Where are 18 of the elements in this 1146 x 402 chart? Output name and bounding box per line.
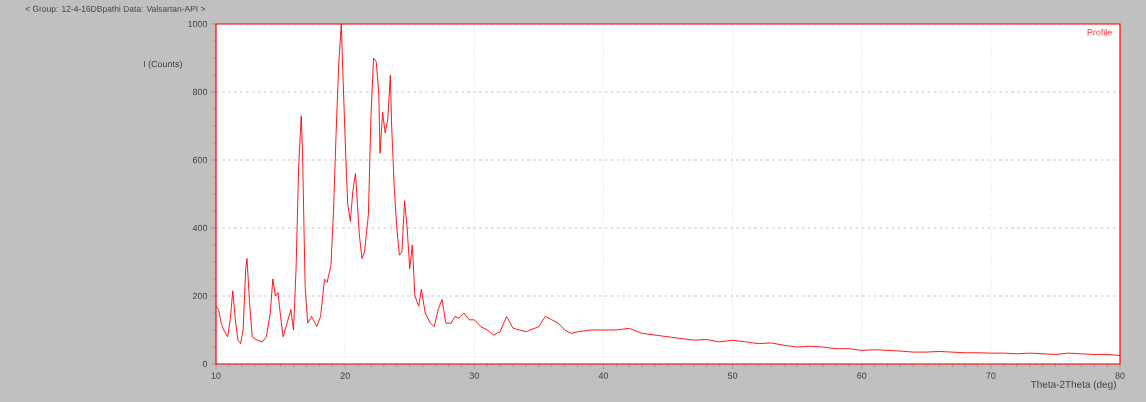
x-tick-label: 70: [986, 372, 996, 379]
y-tick-label: 400: [192, 224, 208, 232]
y-axis-title: I (Counts): [143, 60, 182, 69]
y-tick-label: 1000: [188, 20, 208, 28]
y-tick-label: 600: [192, 156, 208, 164]
y-tick-label: 200: [192, 292, 208, 300]
x-tick-label: 20: [340, 372, 350, 379]
x-tick-label: 50: [727, 372, 738, 379]
text: < Group: 12-4-16DBpathi Data: Valsartan-API >: [25, 5, 206, 14]
x-tick-label: 60: [857, 372, 867, 379]
x-axis-title: Theta-2Theta (deg): [1030, 380, 1116, 390]
x-tick-label: 80: [1115, 372, 1125, 379]
text: Profile: [1087, 28, 1112, 36]
x-tick-label: 10: [211, 372, 221, 379]
x-tick-label: 30: [469, 372, 479, 379]
y-tick-label: 800: [192, 88, 208, 96]
y-tick-label: 0: [202, 360, 208, 368]
x-tick-label: 40: [598, 372, 609, 379]
